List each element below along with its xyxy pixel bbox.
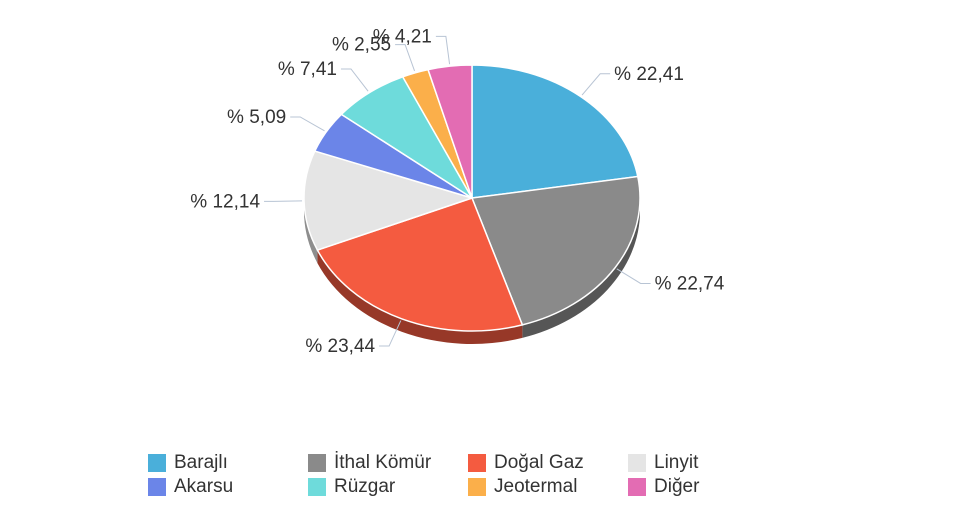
leader-line-ithal-komur	[616, 268, 651, 284]
pie-slice-dogal-gaz[interactable]	[316, 197, 524, 332]
legend-label-barajli: Barajlı	[174, 452, 228, 473]
data-label-jeotermal: % 2,55	[332, 35, 391, 56]
legend-swatch-dogal-gaz	[468, 454, 486, 472]
pie-slice-diger[interactable]	[427, 64, 473, 199]
legend-item-akarsu[interactable]: Akarsu	[148, 476, 308, 498]
leader-line-diger	[435, 35, 451, 65]
pie-chart-svg: % 22,41 % 22,74 % 23,44 % 12,14 % 5,09 % 7,41…	[190, 26, 724, 357]
legend-item-ithal-komur[interactable]: İthal Kömür	[308, 452, 468, 474]
leader-line-ruzgar	[340, 68, 369, 92]
legend-label-diger: Diğer	[654, 476, 700, 497]
pie-side-ithal-komur	[522, 198, 640, 338]
legend-swatch-jeotermal	[468, 478, 486, 496]
data-label-diger: % 4,21	[373, 26, 432, 47]
legend-item-jeotermal[interactable]: Jeotermal	[468, 476, 628, 498]
data-label-barajli: % 22,41	[614, 64, 684, 85]
legend-item-ruzgar[interactable]: Rüzgar	[308, 476, 468, 498]
pie-slice-ithal-komur[interactable]	[470, 175, 641, 326]
pie-slices	[303, 64, 641, 332]
pie-slice-barajli[interactable]	[471, 64, 639, 199]
data-label-ruzgar: % 7,41	[278, 59, 337, 80]
legend-swatch-akarsu	[148, 478, 166, 496]
legend-label-ithal-komur: İthal Kömür	[334, 452, 432, 473]
leader-line-akarsu	[290, 116, 325, 132]
pie-side-linyit	[304, 198, 318, 264]
data-label-dogal-gaz: % 23,44	[305, 336, 375, 357]
legend-label-ruzgar: Rüzgar	[334, 476, 396, 497]
legend-label-linyit: Linyit	[654, 452, 699, 473]
legend-item-barajli[interactable]: Barajlı	[148, 452, 308, 474]
leader-line-jeotermal	[395, 44, 416, 72]
data-label-ithal-komur: % 22,74	[655, 273, 725, 294]
data-label-akarsu: % 5,09	[227, 107, 286, 128]
leader-line-linyit	[264, 200, 303, 202]
leader-line-dogal-gaz	[379, 320, 402, 347]
pie-data-labels: % 22,41 % 22,74 % 23,44 % 12,14 % 5,09 % 7,41…	[190, 26, 724, 357]
legend-swatch-linyit	[628, 454, 646, 472]
legend-label-dogal-gaz: Doğal Gaz	[494, 452, 584, 473]
legend-item-linyit[interactable]: Linyit	[628, 452, 788, 474]
legend-swatch-barajli	[148, 454, 166, 472]
pie-slice-linyit[interactable]	[303, 150, 475, 251]
legend-swatch-ruzgar	[308, 478, 326, 496]
legend-swatch-ithal-komur	[308, 454, 326, 472]
leader-line-barajli	[581, 73, 611, 96]
legend-swatch-diger	[628, 478, 646, 496]
pie-chart: % 22,41 % 22,74 % 23,44 % 12,14 % 5,09 % 7,41…	[190, 26, 724, 357]
legend-label-akarsu: Akarsu	[174, 476, 234, 497]
legend-item-dogal-gaz[interactable]: Doğal Gaz	[468, 452, 628, 474]
data-label-linyit: % 12,14	[190, 191, 260, 212]
legend: Barajlı İthal Kömür Doğal Gaz Linyit Aka…	[148, 452, 788, 498]
legend-item-diger[interactable]: Diğer	[628, 476, 788, 498]
legend-label-jeotermal: Jeotermal	[494, 476, 578, 497]
